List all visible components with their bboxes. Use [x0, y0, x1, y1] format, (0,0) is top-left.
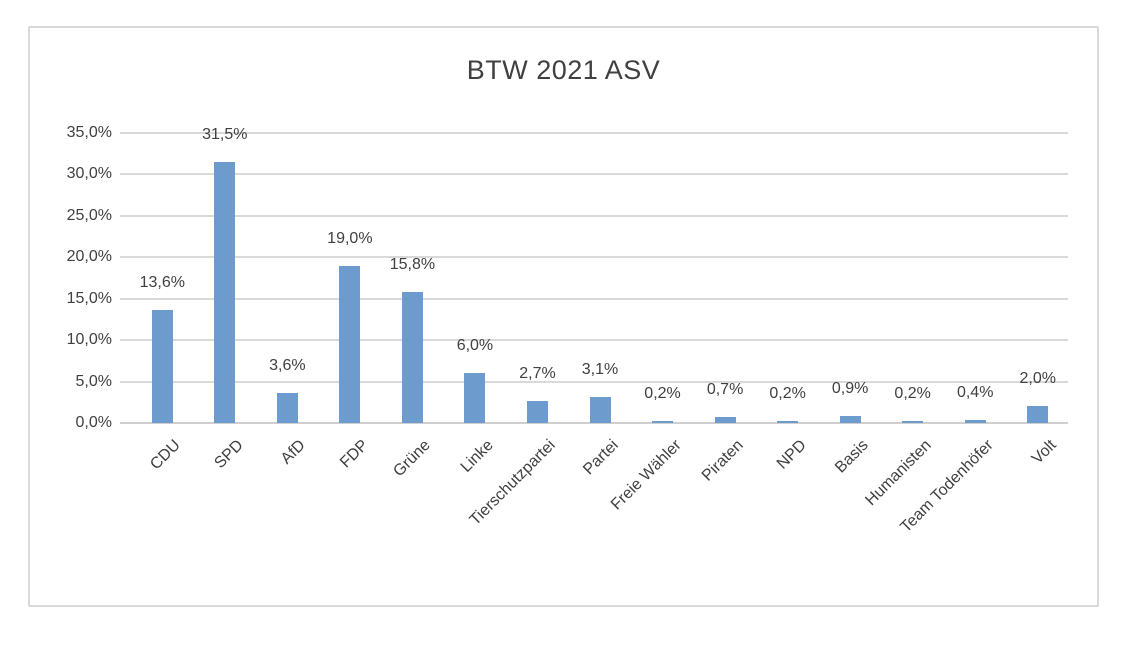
chart-frame	[28, 26, 1099, 607]
chart-title: BTW 2021 ASV	[466, 55, 661, 85]
